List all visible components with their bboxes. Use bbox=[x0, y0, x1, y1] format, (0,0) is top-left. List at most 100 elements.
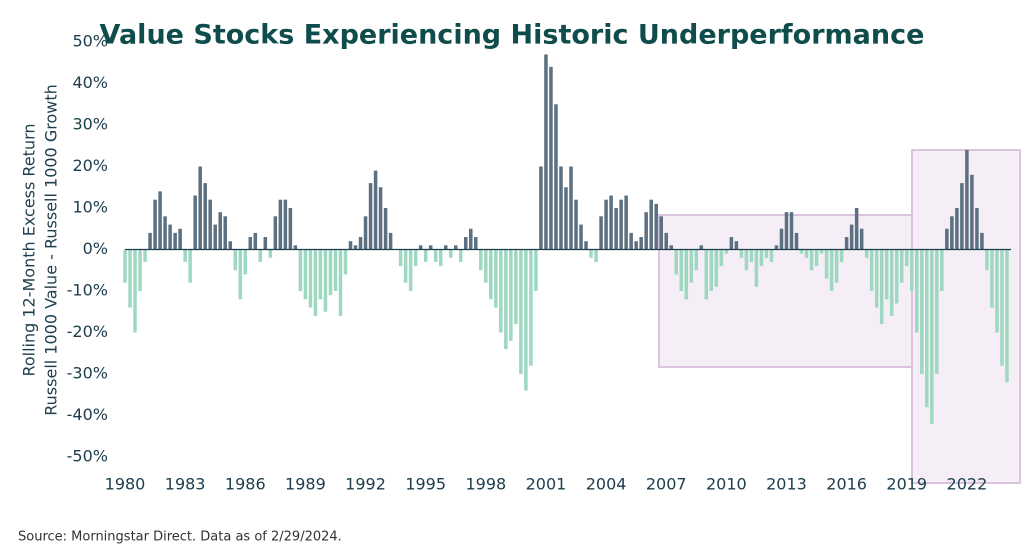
bar bbox=[158, 191, 162, 250]
bar bbox=[654, 203, 658, 250]
bar bbox=[749, 249, 754, 262]
bar bbox=[323, 249, 328, 312]
x-tick-label: 2022 bbox=[947, 475, 988, 494]
bar bbox=[624, 195, 628, 250]
bar bbox=[484, 249, 488, 283]
bar bbox=[128, 249, 132, 308]
bar bbox=[639, 237, 643, 250]
bar bbox=[925, 249, 929, 408]
bar bbox=[188, 249, 192, 283]
x-tick-label: 1983 bbox=[165, 475, 206, 494]
bar bbox=[945, 228, 949, 250]
bar bbox=[464, 237, 468, 250]
bar bbox=[308, 249, 313, 308]
bar bbox=[298, 249, 303, 291]
bar bbox=[514, 249, 518, 325]
bar bbox=[1000, 249, 1004, 366]
bar bbox=[418, 245, 423, 250]
bar bbox=[163, 216, 167, 250]
bar bbox=[829, 249, 834, 291]
bar bbox=[609, 195, 613, 250]
bar bbox=[719, 249, 724, 267]
bar bbox=[433, 249, 438, 262]
bar bbox=[453, 245, 458, 250]
bar bbox=[935, 249, 939, 374]
bar bbox=[534, 249, 538, 291]
bar bbox=[549, 66, 553, 250]
x-tick-label: 1992 bbox=[345, 475, 386, 494]
bar bbox=[644, 212, 648, 250]
bar bbox=[388, 232, 393, 250]
bar bbox=[930, 249, 934, 424]
y-tick-label: 30% bbox=[72, 115, 108, 134]
bar bbox=[619, 199, 623, 250]
bar bbox=[373, 170, 378, 250]
bar bbox=[734, 241, 739, 250]
bar bbox=[228, 241, 232, 250]
bar bbox=[614, 208, 618, 250]
bar bbox=[649, 199, 653, 250]
bar bbox=[634, 241, 638, 250]
bar bbox=[438, 249, 443, 267]
y-tick-label: -20% bbox=[67, 322, 108, 341]
bar bbox=[198, 166, 202, 250]
bar bbox=[524, 249, 528, 391]
bar bbox=[684, 249, 689, 300]
bar bbox=[303, 249, 308, 300]
bar bbox=[383, 208, 388, 250]
chart-title: Value Stocks Experiencing Historic Under… bbox=[100, 20, 925, 51]
bar bbox=[138, 249, 142, 291]
bar bbox=[759, 249, 764, 267]
bar bbox=[363, 216, 368, 250]
bar bbox=[769, 249, 774, 262]
bar bbox=[739, 249, 744, 258]
bar bbox=[899, 249, 904, 283]
bar bbox=[248, 237, 253, 250]
bar bbox=[183, 249, 187, 262]
bar bbox=[338, 249, 343, 316]
bar bbox=[579, 224, 583, 250]
bar bbox=[799, 249, 804, 254]
bar bbox=[348, 241, 353, 250]
bar bbox=[844, 237, 849, 250]
bar bbox=[874, 249, 879, 308]
bar bbox=[729, 237, 734, 250]
x-tick-label: 1980 bbox=[105, 475, 146, 494]
bar bbox=[283, 199, 288, 250]
bar bbox=[689, 249, 694, 283]
x-tick-label: 1995 bbox=[405, 475, 446, 494]
bar bbox=[594, 249, 598, 262]
bar bbox=[704, 249, 709, 300]
bar bbox=[288, 208, 293, 250]
bar bbox=[940, 249, 944, 291]
bar bbox=[664, 232, 668, 250]
bar bbox=[474, 237, 478, 250]
bar bbox=[529, 249, 533, 366]
bar bbox=[839, 249, 844, 262]
bar bbox=[343, 249, 348, 275]
bar bbox=[148, 232, 152, 250]
bar bbox=[403, 249, 408, 283]
bar bbox=[985, 249, 989, 271]
bar bbox=[173, 232, 177, 250]
bar bbox=[905, 249, 909, 267]
bar bbox=[814, 249, 819, 267]
y-axis-title: Rolling 12-Month Excess Return Russell 1… bbox=[20, 84, 61, 415]
bar bbox=[679, 249, 684, 291]
x-tick-label: 2004 bbox=[586, 475, 627, 494]
bar bbox=[894, 249, 899, 304]
bar bbox=[494, 249, 498, 308]
bar bbox=[849, 224, 854, 250]
bar bbox=[559, 166, 563, 250]
bar bbox=[809, 249, 814, 271]
bar bbox=[378, 187, 383, 250]
bar bbox=[965, 149, 969, 250]
bar bbox=[804, 249, 809, 258]
bar bbox=[544, 54, 548, 250]
y-tick-label: 0% bbox=[83, 239, 108, 258]
x-tick-label: 1998 bbox=[465, 475, 506, 494]
bar bbox=[123, 249, 127, 283]
bar bbox=[293, 245, 298, 250]
bar bbox=[428, 245, 433, 250]
bar bbox=[143, 249, 147, 262]
